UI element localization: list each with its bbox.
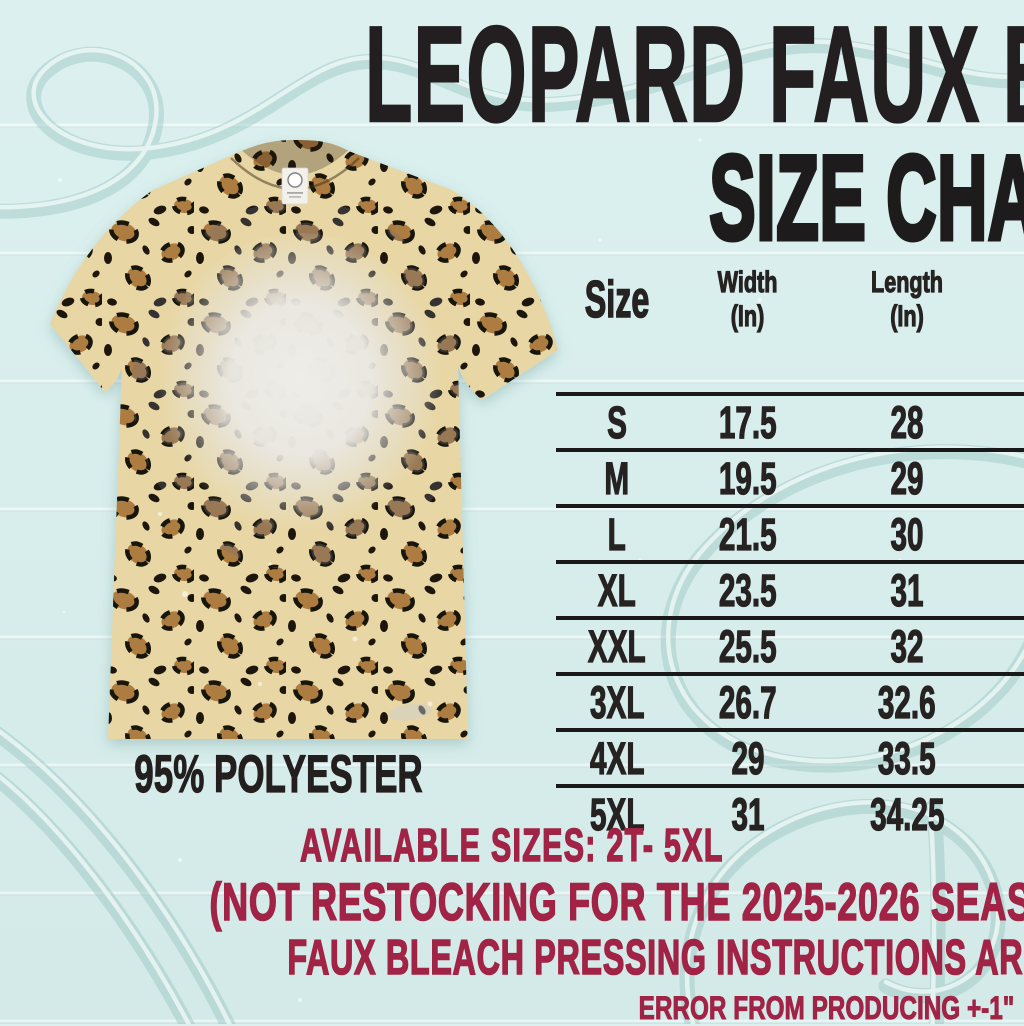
cell-width: 23.5	[718, 564, 778, 616]
cell-length: 30	[890, 508, 924, 560]
cell-size: L	[607, 508, 626, 560]
cell-width: 21.5	[718, 508, 778, 560]
instructions-note: FAUX BLEACH PRESSING INSTRUCTIONS ARE IN…	[287, 931, 1024, 985]
cell-width: 19.5	[718, 452, 778, 504]
table-row: 5XL 31 34.25	[556, 784, 1024, 840]
table-row: 3XL 26.7 32.6	[556, 672, 1024, 728]
cell-length: 28	[890, 396, 924, 448]
cell-size: 3XL	[589, 676, 645, 728]
table-row: M 19.5 29	[556, 448, 1024, 504]
cell-length: 33.5	[878, 732, 937, 784]
cell-width: 31	[731, 788, 765, 840]
cell-size: M	[604, 452, 630, 504]
cell-length: 32	[890, 620, 924, 672]
cell-size: XL	[597, 564, 636, 616]
table-row: 4XL 29 33.5	[556, 728, 1024, 784]
tolerance-note: ERROR FROM PRODUCING +-1"	[638, 990, 1014, 1026]
table-row: S 17.5 28	[556, 392, 1024, 448]
size-chart-heading: SIZE CHART	[708, 131, 1024, 265]
material-note: 95% POLYESTER	[134, 745, 423, 804]
tshirt-shape	[50, 140, 558, 739]
column-header-length: Length (In)	[870, 266, 944, 334]
cell-width: 17.5	[718, 396, 778, 448]
table-row: L 21.5 30	[556, 504, 1024, 560]
size-table: S 17.5 28 M 19.5 29 L 21.5 30 XL 23.5 31…	[556, 392, 1024, 840]
cell-length: 31	[890, 564, 924, 616]
cell-width: 29	[731, 732, 765, 784]
cell-length: 32.6	[878, 676, 937, 728]
tshirt-photo	[50, 140, 558, 739]
cell-size: XXL	[587, 620, 647, 672]
size-table-header-row: Size Width (In) Length (In)	[556, 256, 1024, 344]
restock-note: (NOT RESTOCKING FOR THE 2025-2026 SEASON…	[209, 873, 1024, 932]
cell-width: 26.7	[718, 676, 778, 728]
table-row: XXL 25.5 32	[556, 616, 1024, 672]
table-row: XL 23.5 31	[556, 560, 1024, 616]
cell-size: 4XL	[589, 732, 645, 784]
cell-width: 25.5	[718, 620, 778, 672]
cell-size: 5XL	[589, 788, 645, 840]
cell-length: 34.25	[869, 788, 945, 840]
column-header-size: Size	[584, 270, 650, 330]
column-header-width: Width (In)	[717, 266, 779, 334]
cell-size: S	[606, 396, 628, 448]
cell-length: 29	[890, 452, 924, 504]
bleached-center-area	[158, 233, 442, 537]
bleach-splatter-dots	[158, 512, 433, 707]
brand-tag	[281, 167, 309, 205]
availability-note: AVAILABLE SIZES: 2T- 5XL	[300, 819, 724, 871]
brand-tag-logo	[287, 172, 303, 188]
page-title: LEOPARD FAUX BLEACH	[364, 0, 1024, 150]
